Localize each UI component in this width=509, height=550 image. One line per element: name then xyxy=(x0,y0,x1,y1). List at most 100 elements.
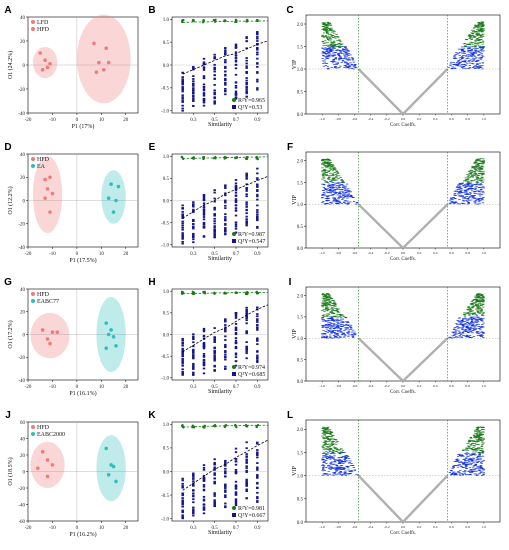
feature-vip-mid xyxy=(460,454,464,456)
feature-vip-mid xyxy=(471,188,474,190)
feature-vip-mid xyxy=(344,316,347,318)
feature-vip-high xyxy=(481,22,485,23)
feature-vip-high xyxy=(470,172,474,174)
q2-permutation-point xyxy=(256,476,259,479)
feature-vip-mid xyxy=(477,51,481,53)
q2-permutation-point xyxy=(256,186,259,188)
feature-vip-mid xyxy=(479,184,482,185)
feature-vip-mid xyxy=(340,459,344,461)
feature-vip-mid xyxy=(325,328,329,330)
q2-permutation-point xyxy=(202,204,206,207)
feature-vip-mid xyxy=(452,58,456,60)
feature-vip-mid xyxy=(322,462,326,463)
q2-permutation-point xyxy=(256,218,259,221)
feature-vip-high xyxy=(482,297,485,298)
feature-vip-mid xyxy=(339,196,343,198)
q2-permutation-point xyxy=(234,342,238,345)
feature-vip-high xyxy=(479,294,483,296)
feature-vip-mid xyxy=(347,191,350,192)
feature-vip-mid xyxy=(474,325,478,326)
q2-regression-line xyxy=(182,175,269,219)
feature-vip-mid xyxy=(464,466,467,468)
feature-vip-high xyxy=(466,308,469,310)
q2-permutation-point xyxy=(192,480,195,483)
feature-vip-high xyxy=(472,302,475,304)
feature-vip-high xyxy=(473,435,476,437)
feature-vip-high xyxy=(481,295,484,297)
q2-permutation-point xyxy=(256,449,259,451)
q2-permutation-point xyxy=(202,93,206,96)
q2-permutation-point xyxy=(213,495,216,497)
feature-vip-high xyxy=(470,311,473,313)
feature-vip-mid xyxy=(457,48,461,50)
feature-vip-mid xyxy=(334,470,338,472)
feature-vip-high xyxy=(328,309,331,311)
feature-vip-mid xyxy=(351,197,355,198)
feature-vip-mid xyxy=(456,465,459,466)
x-tick-label: 0.0 xyxy=(401,251,406,255)
q2-permutation-point xyxy=(224,346,227,349)
q2-permutation-point xyxy=(192,67,195,70)
feature-vip-high xyxy=(323,298,326,299)
feature-vip-mid xyxy=(477,55,480,56)
q2-permutation-point xyxy=(213,502,216,504)
feature-vip-mid xyxy=(480,318,484,320)
feature-vip-mid xyxy=(461,474,465,475)
feature-vip-high xyxy=(470,313,473,315)
q2-permutation-point xyxy=(256,339,259,342)
feature-vip-mid xyxy=(350,57,354,58)
feature-vip-mid xyxy=(470,183,474,185)
feature-vip-mid xyxy=(472,59,475,60)
feature-vip-high xyxy=(476,166,480,168)
feature-vip-high xyxy=(481,181,485,183)
feature-vip-mid xyxy=(323,324,326,326)
q2-permutation-point xyxy=(256,46,259,49)
feature-vip-high xyxy=(474,26,478,28)
feature-vip-high xyxy=(482,304,485,306)
q2-permutation-point xyxy=(234,191,238,194)
feature-vip-mid xyxy=(475,198,479,200)
feature-vip-mid xyxy=(325,335,328,337)
feature-vip-mid xyxy=(474,460,477,462)
feature-vip-mid xyxy=(347,473,350,475)
feature-vip-mid xyxy=(474,454,477,456)
x-tick-label: 10 xyxy=(99,526,105,531)
feature-vip-mid xyxy=(461,182,464,184)
q2-permutation-point xyxy=(192,354,195,357)
feature-vip-high xyxy=(324,181,327,183)
feature-vip-mid xyxy=(468,335,472,337)
feature-vip-mid xyxy=(455,326,458,328)
feature-vip-mid xyxy=(475,321,479,323)
feature-vip-mid xyxy=(321,197,324,198)
feature-vip-mid xyxy=(462,57,465,58)
feature-vip-mid xyxy=(466,462,469,463)
q2-permutation-point xyxy=(234,364,238,367)
feature-vip-high xyxy=(325,297,329,299)
feature-vip-high xyxy=(327,164,330,165)
feature-vip-mid xyxy=(331,193,334,195)
score-point xyxy=(35,466,40,471)
feature-vip-high xyxy=(331,442,334,443)
feature-vip-high xyxy=(321,35,325,37)
feature-vip-mid xyxy=(350,334,353,336)
feature-vip-mid xyxy=(480,198,483,200)
feature-vip-high xyxy=(321,297,325,299)
q2-permutation-point xyxy=(181,339,184,342)
feature-vip-high xyxy=(469,181,473,183)
feature-vip-high xyxy=(336,36,340,38)
q2-permutation-point xyxy=(213,189,216,192)
feature-vip-mid xyxy=(470,319,474,321)
feature-vip-mid xyxy=(329,329,332,331)
feature-vip-high xyxy=(474,173,478,175)
feature-vip-mid xyxy=(346,59,350,61)
feature-vip-high xyxy=(469,173,472,174)
feature-vip-mid xyxy=(467,58,470,60)
feature-vip-mid xyxy=(326,453,329,455)
feature-vip-high xyxy=(478,159,481,161)
feature-vip-mid xyxy=(461,467,465,468)
feature-vip-mid xyxy=(467,336,470,337)
q2-permutation-point xyxy=(256,167,259,170)
q2-permutation-point xyxy=(213,467,216,470)
feature-vip-high xyxy=(326,159,329,161)
